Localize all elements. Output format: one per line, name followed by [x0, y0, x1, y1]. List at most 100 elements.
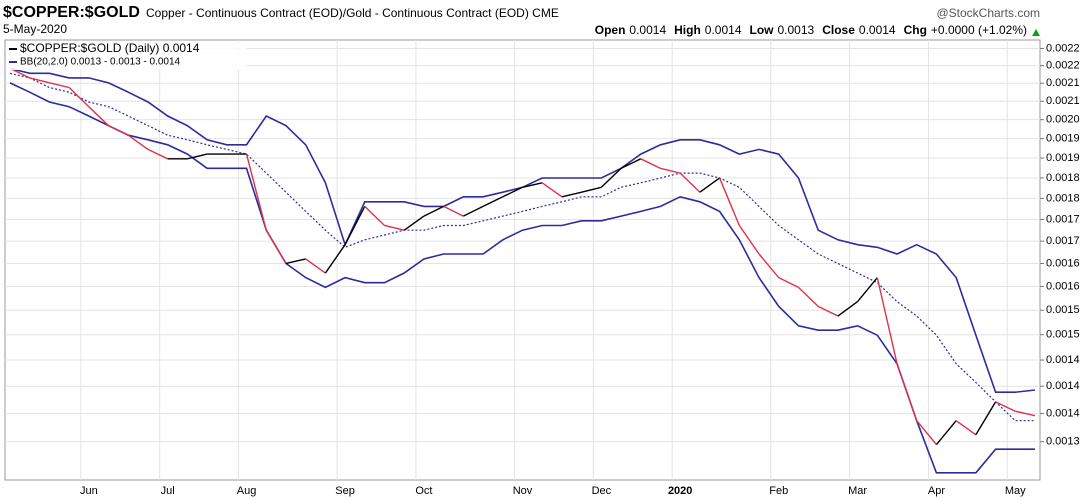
- quote: Open 0.0014 High 0.0014 Low 0.0013 Close 0.0014…: [595, 23, 1027, 37]
- price-segment: [581, 186, 602, 193]
- legend: $COPPER:$GOLD (Daily) 0.0014 BB(20,2.0) 0…: [9, 41, 200, 68]
- band-middle: [9, 72, 1035, 422]
- price-segment: [876, 277, 898, 364]
- y-tick-label: 0.0015: [1046, 304, 1080, 316]
- quote-label: Open: [595, 23, 626, 37]
- price-segment: [778, 277, 799, 289]
- x-tick-label: Dec: [592, 485, 612, 497]
- quote-label: Close: [822, 23, 855, 37]
- price-segment: [522, 182, 543, 188]
- price-segment: [600, 167, 622, 188]
- quote-value: +0.0000 (+1.02%): [931, 23, 1027, 37]
- price-segment: [305, 258, 326, 274]
- price-segment: [758, 253, 780, 279]
- price-segment: [955, 420, 977, 436]
- price-segment: [187, 153, 208, 160]
- price-segment: [463, 205, 484, 217]
- y-tick-label: 0.0014: [1046, 380, 1080, 392]
- price-segment: [995, 401, 1016, 412]
- price-segment: [384, 224, 405, 231]
- y-tick-label: 0.0013: [1046, 436, 1080, 448]
- price-segment: [265, 229, 287, 264]
- price-segment: [108, 125, 129, 136]
- price-segment: [620, 158, 642, 169]
- legend-label: BB(20,2.0) 0.0013 - 0.0013 - 0.0014: [20, 57, 181, 68]
- price-segment: [857, 277, 878, 303]
- price-segment: [797, 286, 819, 307]
- price-segment: [679, 172, 701, 193]
- quote-label: Chg: [904, 23, 927, 37]
- y-tick-label: 0.0017: [1046, 235, 1080, 247]
- price-segment: [1015, 410, 1036, 417]
- quote-value: 0.0014: [705, 23, 742, 37]
- y-tick-label: 0.0014: [1046, 407, 1080, 419]
- date: 5-May-2020: [3, 22, 67, 36]
- marks: [9, 67, 1036, 474]
- y-tick-label: 0.0019: [1046, 133, 1080, 145]
- price-segment: [660, 167, 681, 174]
- legend-label: $COPPER:$GOLD (Daily) 0.0014: [20, 41, 200, 55]
- y-tick-label: 0.0016: [1046, 257, 1080, 269]
- price-segment: [147, 148, 168, 160]
- price-segment: [285, 258, 306, 265]
- price-segment: [896, 363, 918, 421]
- quote-value: 0.0013: [778, 23, 815, 37]
- price-segment: [443, 205, 464, 217]
- quote-value: 0.0014: [629, 23, 666, 37]
- price-segment: [561, 191, 582, 198]
- x-tick-label: May: [1005, 485, 1026, 497]
- price-segment: [718, 177, 740, 226]
- x-tick-label: Mar: [848, 485, 867, 497]
- y-tick-label: 0.0020: [1046, 114, 1080, 126]
- x-tick-label: Aug: [237, 485, 257, 497]
- price-segment: [935, 420, 957, 445]
- legend-box: [7, 42, 247, 70]
- quote-label: High: [674, 23, 701, 37]
- x-tick-label: Oct: [415, 485, 432, 497]
- y-tick-label: 0.0016: [1046, 280, 1080, 292]
- plot-area: [4, 39, 1041, 481]
- y-tick-label: 0.0014: [1046, 354, 1080, 366]
- price-segment: [364, 205, 386, 226]
- price-segment: [403, 215, 425, 231]
- price-segment: [837, 301, 859, 317]
- y-tick-label: 0.0021: [1046, 95, 1080, 107]
- up-arrow: [1032, 29, 1040, 36]
- y-tick-label: 0.0015: [1046, 329, 1080, 341]
- chart-title: $COPPER:$GOLD: [3, 4, 140, 21]
- grid: 0.0022 0.0022 0.0021 0.0021 0.0020 0.0019 0.00…: [5, 40, 1080, 497]
- price-segment: [699, 177, 721, 193]
- price-segment: [423, 205, 444, 217]
- price-segment: [916, 420, 937, 445]
- y-tick-label: 0.0021: [1046, 77, 1080, 89]
- x-tick-label: Apr: [928, 485, 945, 497]
- price-segment: [344, 206, 366, 245]
- x-tick-label: Feb: [769, 485, 788, 497]
- price-segment: [975, 401, 997, 436]
- price-segment: [127, 134, 149, 150]
- quote-value: 0.0014: [859, 23, 896, 37]
- price-segment: [245, 153, 267, 231]
- price-segment: [88, 106, 110, 127]
- x-tick-label: Jul: [161, 485, 175, 497]
- y-tick-label: 0.0018: [1046, 192, 1080, 204]
- x-tick-label: Nov: [513, 485, 533, 497]
- price-segment: [541, 182, 563, 198]
- band-lower: [9, 82, 1035, 474]
- price-segment: [482, 196, 504, 207]
- price-segment: [324, 244, 346, 274]
- x-tick-label: Sep: [335, 485, 355, 497]
- price-segment: [68, 86, 90, 108]
- price-segment: [640, 158, 661, 169]
- x-tick-label: 2020: [668, 485, 692, 497]
- y-tick-label: 0.0019: [1046, 152, 1080, 164]
- quote-label: Low: [750, 23, 775, 37]
- y-tick-label: 0.0018: [1046, 172, 1080, 184]
- source: @StockCharts.com: [936, 6, 1040, 20]
- price-segment: [49, 82, 70, 89]
- price-segment: [29, 77, 50, 84]
- price-segment: [502, 186, 523, 198]
- y-tick-label: 0.0022: [1046, 42, 1080, 54]
